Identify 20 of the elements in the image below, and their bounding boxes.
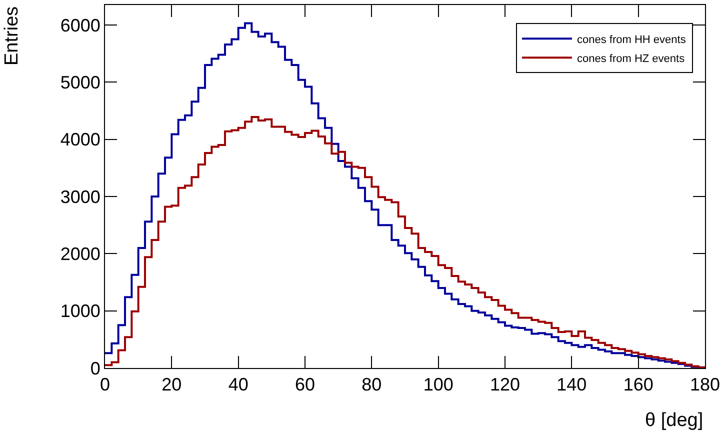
y-tick-label: 1000 (60, 301, 100, 322)
legend-label: cones from HH events (577, 34, 686, 46)
y-tick-label: 5000 (60, 72, 100, 92)
x-tick-label: 120 (490, 374, 520, 395)
y-tick-label: 6000 (60, 15, 100, 36)
x-tick-label: 140 (556, 374, 587, 395)
y-tick-label: 3000 (60, 186, 100, 207)
y-tick-label: 2000 (60, 244, 100, 264)
legend-label: cones from HZ events (577, 52, 686, 65)
x-tick-label: 180 (690, 374, 720, 395)
x-tick-label: 60 (294, 374, 316, 395)
y-axis-title: Entries (2, 6, 22, 66)
y-tick-label: 4000 (60, 130, 100, 150)
x-tick-label: 40 (228, 374, 248, 395)
y-tick-label: 0 (90, 358, 100, 378)
x-tick-label: 160 (623, 374, 654, 395)
x-tick-label: 20 (162, 374, 182, 395)
x-tick-label: 100 (423, 374, 454, 395)
x-axis-title: θ [deg] (645, 410, 704, 431)
x-tick-label: 80 (362, 374, 382, 395)
